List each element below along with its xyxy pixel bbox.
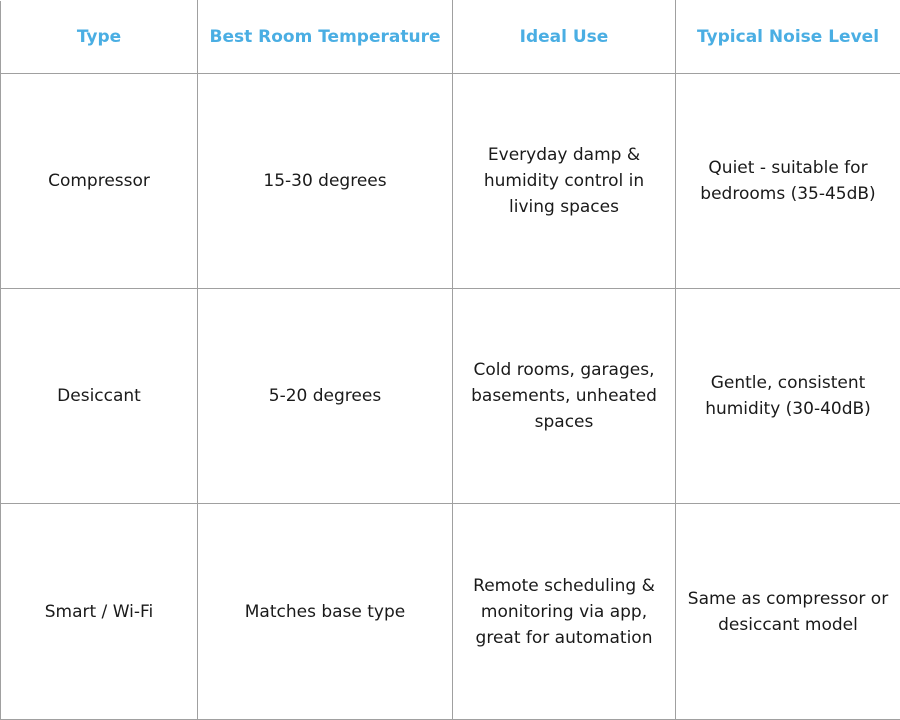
- cell-noise-level: Gentle, consistent humidity (30-40dB): [675, 287, 900, 505]
- cell-temperature: 5-20 degrees: [197, 287, 453, 505]
- header-ideal-use: Ideal Use: [452, 0, 676, 74]
- cell-temperature: Matches base type: [197, 503, 453, 720]
- table-row: Compressor 15-30 degrees Everyday damp &…: [0, 72, 900, 289]
- cell-temperature: 15-30 degrees: [197, 72, 453, 289]
- table-row: Smart / Wi-Fi Matches base type Remote s…: [0, 503, 900, 720]
- header-type: Type: [0, 0, 198, 74]
- cell-type: Smart / Wi-Fi: [0, 503, 198, 720]
- header-noise-level: Typical Noise Level: [675, 0, 900, 74]
- table-row: Desiccant 5-20 degrees Cold rooms, garag…: [0, 287, 900, 505]
- cell-type: Desiccant: [0, 287, 198, 505]
- header-temperature: Best Room Temperature: [197, 0, 453, 74]
- cell-type: Compressor: [0, 72, 198, 289]
- cell-ideal-use: Cold rooms, garages, basements, unheated…: [452, 287, 676, 505]
- header-row: Type Best Room Temperature Ideal Use Typ…: [0, 0, 900, 74]
- cell-noise-level: Same as compressor or desiccant model: [675, 503, 900, 720]
- cell-noise-level: Quiet - suitable for bedrooms (35-45dB): [675, 72, 900, 289]
- cell-ideal-use: Everyday damp & humidity control in livi…: [452, 72, 676, 289]
- cell-ideal-use: Remote scheduling & monitoring via app, …: [452, 503, 676, 720]
